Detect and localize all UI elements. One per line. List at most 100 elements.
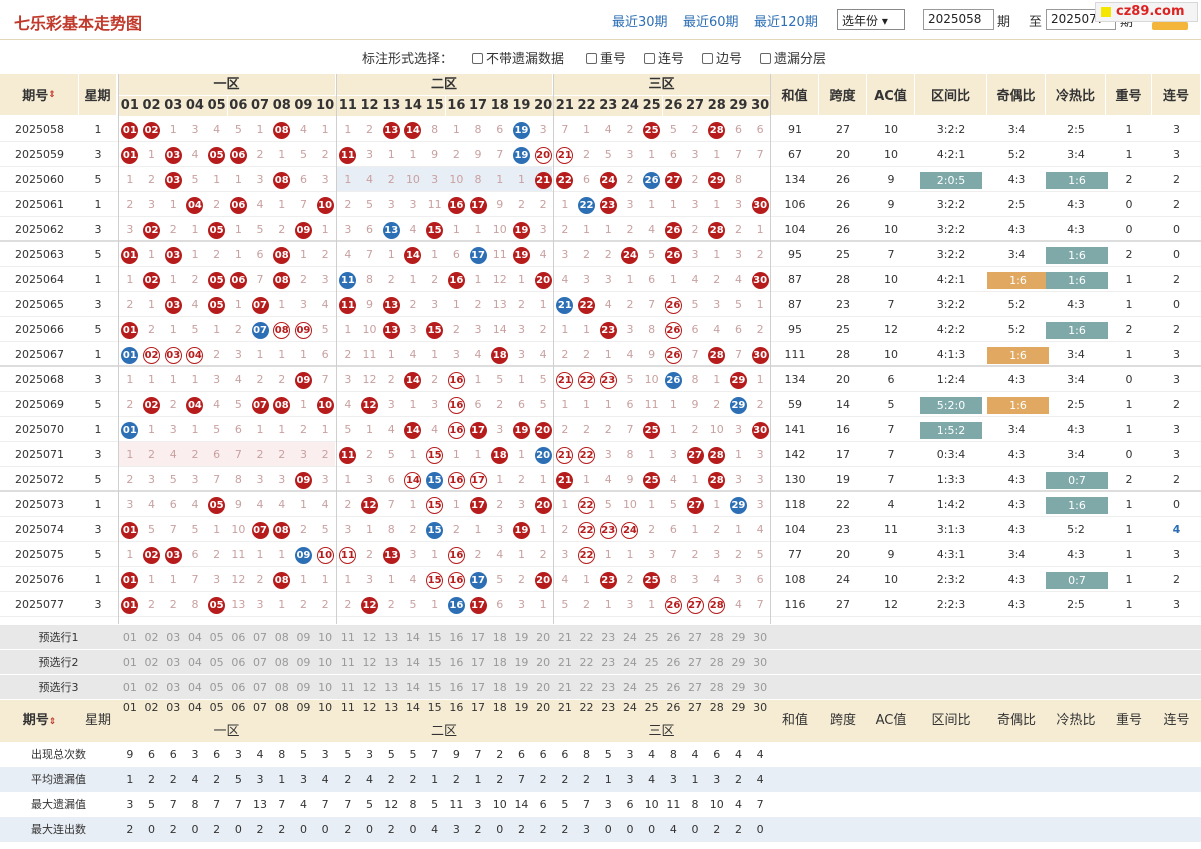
preselect-number[interactable]: 03 <box>166 631 181 644</box>
preselect-number[interactable]: 24 <box>622 656 637 669</box>
preselect-number[interactable]: 21 <box>557 656 572 669</box>
preselect-number[interactable]: 24 <box>622 631 637 644</box>
preselect-number[interactable]: 25 <box>644 656 659 669</box>
recent-30-link[interactable]: 最近30期 <box>612 15 668 30</box>
preselect-number[interactable]: 20 <box>536 631 551 644</box>
preselect-number[interactable]: 29 <box>731 681 746 694</box>
preselect-number[interactable]: 12 <box>362 631 377 644</box>
preselect-number[interactable]: 04 <box>187 656 202 669</box>
preselect-number[interactable]: 12 <box>362 681 377 694</box>
preselect-number[interactable]: 19 <box>514 656 529 669</box>
preselect-number[interactable]: 28 <box>709 656 724 669</box>
preselect-number[interactable]: 11 <box>340 631 355 644</box>
preselect-number[interactable]: 06 <box>231 681 246 694</box>
from-issue-input[interactable]: 2025058 <box>923 9 994 30</box>
preselect-number[interactable]: 22 <box>579 656 594 669</box>
preselect-number[interactable]: 15 <box>427 656 442 669</box>
preselect-number[interactable]: 18 <box>492 656 507 669</box>
preselect-number[interactable]: 01 <box>122 631 137 644</box>
preselect-number[interactable]: 09 <box>296 681 311 694</box>
preselect-number[interactable]: 02 <box>144 631 159 644</box>
preselect-number[interactable]: 06 <box>231 631 246 644</box>
option-repeat[interactable]: 重号 <box>586 48 626 67</box>
preselect-number[interactable]: 30 <box>753 681 768 694</box>
preselect-number[interactable]: 16 <box>449 656 464 669</box>
preselect-number[interactable]: 07 <box>253 656 268 669</box>
preselect-number[interactable]: 23 <box>601 656 616 669</box>
preselect-number[interactable]: 09 <box>296 656 311 669</box>
preselect-number[interactable]: 27 <box>688 631 703 644</box>
preselect-number[interactable]: 20 <box>536 681 551 694</box>
preselect-number[interactable]: 27 <box>688 681 703 694</box>
recent-120-link[interactable]: 最近120期 <box>754 15 818 30</box>
preselect-number[interactable]: 29 <box>731 631 746 644</box>
preselect-number[interactable]: 16 <box>449 631 464 644</box>
preselect-number[interactable]: 16 <box>449 681 464 694</box>
option-no-miss[interactable]: 不带遗漏数据 <box>472 48 564 67</box>
preselect-number[interactable]: 21 <box>557 631 572 644</box>
preselect-number[interactable]: 10 <box>318 656 333 669</box>
preselect-number[interactable]: 05 <box>209 681 224 694</box>
preselect-number[interactable]: 26 <box>666 681 681 694</box>
preselect-number[interactable]: 24 <box>622 681 637 694</box>
preselect-number[interactable]: 26 <box>666 656 681 669</box>
preselect-number[interactable]: 23 <box>601 631 616 644</box>
preselect-number[interactable]: 27 <box>688 656 703 669</box>
year-select[interactable]: 选年份 ▾ <box>837 9 905 30</box>
preselect-number[interactable]: 17 <box>471 681 486 694</box>
preselect-number[interactable]: 25 <box>644 681 659 694</box>
preselect-number[interactable]: 22 <box>579 631 594 644</box>
preselect-number[interactable]: 15 <box>427 631 442 644</box>
preselect-number[interactable]: 07 <box>253 681 268 694</box>
preselect-number[interactable]: 14 <box>405 656 420 669</box>
preselect-number[interactable]: 05 <box>209 656 224 669</box>
preselect-number[interactable]: 07 <box>253 631 268 644</box>
preselect-number[interactable]: 19 <box>514 681 529 694</box>
checkbox-icon[interactable] <box>644 53 655 64</box>
preselect-number[interactable]: 18 <box>492 631 507 644</box>
preselect-number[interactable]: 02 <box>144 656 159 669</box>
preselect-number[interactable]: 14 <box>405 631 420 644</box>
preselect-number[interactable]: 08 <box>274 656 289 669</box>
preselect-number[interactable]: 05 <box>209 631 224 644</box>
preselect-number[interactable]: 17 <box>471 656 486 669</box>
preselect-number[interactable]: 10 <box>318 631 333 644</box>
preselect-number[interactable]: 19 <box>514 631 529 644</box>
option-edge[interactable]: 边号 <box>702 48 742 67</box>
preselect-number[interactable]: 21 <box>557 681 572 694</box>
checkbox-icon[interactable] <box>702 53 713 64</box>
preselect-number[interactable]: 26 <box>666 631 681 644</box>
preselect-number[interactable]: 15 <box>427 681 442 694</box>
preselect-number[interactable]: 22 <box>579 681 594 694</box>
preselect-number[interactable]: 01 <box>122 681 137 694</box>
checkbox-icon[interactable] <box>586 53 597 64</box>
recent-60-link[interactable]: 最近60期 <box>683 15 739 30</box>
preselect-number[interactable]: 01 <box>122 656 137 669</box>
col-issue-header[interactable]: 期号 ⇕ <box>0 74 79 116</box>
preselect-number[interactable]: 11 <box>340 681 355 694</box>
preselect-number[interactable]: 20 <box>536 656 551 669</box>
preselect-number[interactable]: 13 <box>384 656 399 669</box>
option-layer[interactable]: 遗漏分层 <box>760 48 826 67</box>
footer-issue-header[interactable]: 期号⇕ <box>0 708 79 733</box>
preselect-number[interactable]: 13 <box>384 631 399 644</box>
preselect-number[interactable]: 09 <box>296 631 311 644</box>
preselect-number[interactable]: 17 <box>471 631 486 644</box>
preselect-number[interactable]: 13 <box>384 681 399 694</box>
preselect-number[interactable]: 04 <box>187 631 202 644</box>
checkbox-icon[interactable] <box>472 53 483 64</box>
checkbox-icon[interactable] <box>760 53 771 64</box>
preselect-number[interactable]: 12 <box>362 656 377 669</box>
preselect-number[interactable]: 04 <box>187 681 202 694</box>
preselect-number[interactable]: 30 <box>753 631 768 644</box>
preselect-number[interactable]: 28 <box>709 631 724 644</box>
preselect-number[interactable]: 18 <box>492 681 507 694</box>
preselect-number[interactable]: 25 <box>644 631 659 644</box>
preselect-number[interactable]: 30 <box>753 656 768 669</box>
preselect-number[interactable]: 10 <box>318 681 333 694</box>
preselect-number[interactable]: 08 <box>274 631 289 644</box>
preselect-number[interactable]: 14 <box>405 681 420 694</box>
preselect-number[interactable]: 11 <box>340 656 355 669</box>
preselect-number[interactable]: 02 <box>144 681 159 694</box>
option-consec[interactable]: 连号 <box>644 48 684 67</box>
